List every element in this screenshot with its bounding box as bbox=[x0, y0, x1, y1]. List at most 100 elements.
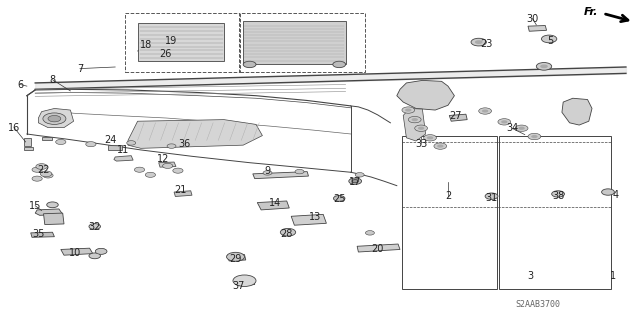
Text: 24: 24 bbox=[104, 135, 116, 145]
Bar bbox=[499, 136, 611, 289]
Polygon shape bbox=[24, 138, 31, 146]
Polygon shape bbox=[159, 162, 176, 167]
Text: 17: 17 bbox=[349, 177, 362, 187]
Text: 26: 26 bbox=[159, 49, 172, 59]
Circle shape bbox=[427, 136, 433, 139]
Circle shape bbox=[475, 40, 483, 44]
Text: 35: 35 bbox=[32, 228, 45, 239]
Circle shape bbox=[501, 120, 508, 123]
Circle shape bbox=[415, 125, 428, 131]
Text: 34: 34 bbox=[506, 123, 518, 133]
Polygon shape bbox=[38, 108, 74, 128]
Circle shape bbox=[479, 108, 492, 114]
Circle shape bbox=[127, 141, 136, 145]
Circle shape bbox=[485, 193, 498, 199]
Polygon shape bbox=[253, 172, 308, 179]
Circle shape bbox=[263, 171, 272, 175]
Circle shape bbox=[552, 191, 564, 197]
Circle shape bbox=[43, 173, 53, 178]
Circle shape bbox=[163, 163, 173, 168]
Circle shape bbox=[408, 116, 421, 123]
Polygon shape bbox=[449, 114, 467, 121]
Circle shape bbox=[528, 133, 541, 140]
Circle shape bbox=[47, 202, 58, 208]
Circle shape bbox=[434, 143, 447, 149]
Circle shape bbox=[412, 118, 418, 121]
Circle shape bbox=[227, 252, 244, 261]
Circle shape bbox=[333, 196, 345, 201]
Text: 30: 30 bbox=[526, 13, 539, 24]
Polygon shape bbox=[227, 255, 246, 261]
Bar bbox=[125, 13, 239, 72]
Text: 16: 16 bbox=[8, 122, 20, 133]
Text: 13: 13 bbox=[308, 212, 321, 222]
Text: 31: 31 bbox=[485, 193, 498, 204]
Text: Fr.: Fr. bbox=[584, 7, 598, 17]
Circle shape bbox=[40, 171, 52, 177]
Circle shape bbox=[95, 249, 107, 254]
Circle shape bbox=[243, 61, 256, 68]
Polygon shape bbox=[61, 248, 93, 255]
Bar bbox=[402, 136, 497, 289]
Text: 15: 15 bbox=[29, 201, 42, 211]
Circle shape bbox=[540, 64, 548, 68]
Bar bbox=[240, 13, 365, 72]
Text: 28: 28 bbox=[280, 228, 293, 239]
Circle shape bbox=[437, 145, 444, 148]
Circle shape bbox=[43, 113, 66, 124]
Circle shape bbox=[602, 189, 614, 195]
Circle shape bbox=[32, 176, 42, 181]
Text: 32: 32 bbox=[88, 222, 101, 232]
Circle shape bbox=[48, 115, 61, 122]
Circle shape bbox=[95, 249, 107, 254]
Text: 9: 9 bbox=[264, 166, 271, 176]
Text: S2AAB3700: S2AAB3700 bbox=[515, 300, 560, 309]
Text: 38: 38 bbox=[552, 191, 564, 201]
Polygon shape bbox=[174, 191, 192, 197]
Text: 23: 23 bbox=[480, 39, 493, 49]
Text: 22: 22 bbox=[37, 165, 50, 175]
Polygon shape bbox=[237, 278, 255, 286]
Circle shape bbox=[134, 167, 145, 172]
Text: 36: 36 bbox=[178, 139, 191, 149]
Text: 33: 33 bbox=[415, 139, 428, 149]
Polygon shape bbox=[108, 145, 122, 150]
Circle shape bbox=[518, 127, 525, 130]
Circle shape bbox=[89, 253, 100, 259]
Circle shape bbox=[515, 125, 528, 131]
Text: 8: 8 bbox=[49, 75, 56, 85]
Text: 3: 3 bbox=[527, 271, 533, 281]
Circle shape bbox=[536, 63, 552, 70]
Text: 20: 20 bbox=[371, 244, 384, 255]
Text: 7: 7 bbox=[77, 63, 83, 74]
Polygon shape bbox=[528, 26, 547, 31]
Text: 2: 2 bbox=[445, 191, 451, 201]
Polygon shape bbox=[562, 98, 592, 125]
Polygon shape bbox=[291, 214, 326, 225]
Circle shape bbox=[349, 178, 362, 184]
Polygon shape bbox=[114, 156, 133, 161]
Polygon shape bbox=[35, 209, 63, 215]
Circle shape bbox=[424, 135, 436, 141]
Polygon shape bbox=[128, 120, 262, 148]
Bar bbox=[138, 23, 224, 61]
Polygon shape bbox=[42, 137, 52, 140]
Circle shape bbox=[365, 231, 374, 235]
Polygon shape bbox=[24, 147, 33, 150]
Polygon shape bbox=[397, 80, 454, 110]
Circle shape bbox=[86, 142, 96, 147]
Bar bbox=[243, 21, 346, 64]
Circle shape bbox=[355, 173, 364, 177]
Polygon shape bbox=[357, 244, 400, 252]
Text: 37: 37 bbox=[232, 280, 244, 291]
Text: 12: 12 bbox=[157, 154, 170, 165]
Circle shape bbox=[167, 144, 176, 148]
Circle shape bbox=[418, 127, 424, 130]
Circle shape bbox=[36, 164, 47, 169]
Text: 27: 27 bbox=[449, 111, 462, 122]
Circle shape bbox=[333, 61, 346, 68]
Circle shape bbox=[233, 275, 256, 286]
Polygon shape bbox=[44, 213, 64, 225]
Text: 6: 6 bbox=[17, 79, 24, 90]
Circle shape bbox=[402, 107, 415, 113]
